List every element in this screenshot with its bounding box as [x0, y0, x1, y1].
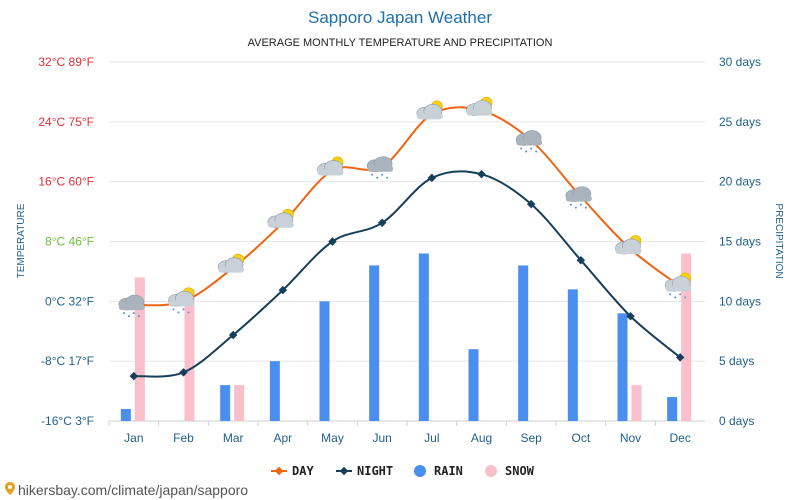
cloudy-rain-icon — [565, 186, 592, 209]
partly-cloudy-icon — [317, 156, 344, 176]
night-point — [427, 173, 437, 183]
night-point — [576, 255, 586, 265]
line-diamond-icon — [271, 466, 287, 476]
rain-bar — [319, 301, 330, 421]
night-point — [675, 353, 685, 362]
precipitation-bars — [120, 253, 692, 421]
night-point — [278, 285, 288, 295]
snow-bar — [184, 289, 195, 421]
left-axis-title: TEMPERATURE — [16, 203, 27, 278]
left-tick-label: 0°C 32°F — [45, 294, 94, 308]
partly-cloudy-icon — [267, 208, 294, 229]
left-tick-label: -8°C 17°F — [41, 354, 94, 368]
left-tick-label: -16°C 3°F — [41, 414, 94, 428]
night-point — [129, 371, 139, 381]
location-pin-icon — [5, 482, 15, 495]
night-point — [377, 218, 387, 228]
partly-cloudy-icon — [416, 100, 443, 120]
partly-cloudy-icon — [217, 253, 245, 273]
legend-item-rain[interactable]: RAIN — [414, 464, 463, 478]
snow-bar — [681, 253, 692, 421]
right-axis-title: PRECIPITATION — [773, 203, 784, 278]
month-label: Nov — [620, 431, 641, 445]
legend-label: DAY — [292, 464, 314, 478]
legend-label: SNOW — [505, 464, 535, 478]
night-point — [328, 237, 337, 246]
rain-bar — [468, 349, 479, 421]
right-tick-label: 5 days — [719, 354, 754, 368]
month-label: May — [321, 431, 344, 445]
chart-title: Sapporo Japan Weather — [308, 8, 492, 27]
rain-bar — [418, 253, 429, 421]
cloudy-rain-icon — [366, 156, 394, 179]
snow-bar — [134, 277, 145, 421]
chart-subtitle: AVERAGE MONTHLY TEMPERATURE AND PRECIPIT… — [248, 37, 553, 49]
partly-cloudy-icon — [466, 96, 493, 116]
snow-bar — [234, 385, 245, 421]
circle-icon — [414, 465, 426, 477]
rain-bar — [518, 265, 529, 421]
rain-bar — [567, 289, 578, 421]
rain-bar — [269, 361, 280, 421]
legend-item-day[interactable]: DAY — [271, 464, 314, 478]
left-tick-label: 32°C 89°F — [38, 55, 94, 69]
right-tick-label: 15 days — [719, 235, 761, 249]
night-point — [626, 312, 635, 321]
right-tick-label: 30 days — [719, 55, 761, 69]
month-label: Sep — [520, 431, 542, 445]
month-label: Aug — [471, 431, 492, 445]
right-tick-label: 10 days — [719, 294, 761, 308]
snow-bar — [631, 385, 642, 421]
day-temperature-line — [133, 106, 681, 307]
source-text[interactable]: hikersbay.com/climate/japan/sapporo — [18, 482, 248, 498]
month-label: Jun — [372, 431, 391, 445]
legend-label: NIGHT — [357, 464, 393, 478]
right-tick-label: 0 days — [719, 414, 754, 428]
line-diamond-icon — [336, 466, 352, 476]
month-label: Dec — [669, 431, 690, 445]
rain-bar — [617, 313, 628, 421]
month-label: Mar — [223, 431, 244, 445]
rain-bar — [220, 385, 231, 421]
weather-icons — [118, 96, 692, 318]
night-point — [228, 330, 238, 340]
right-axis-ticks: 0 days 5 days 10 days 15 days 20 days 25 days… — [719, 55, 761, 428]
cloudy-snow-icon — [118, 294, 145, 318]
rain-bar — [667, 397, 678, 421]
night-temperature-line — [133, 170, 681, 378]
right-tick-label: 20 days — [719, 175, 761, 189]
circle-icon — [485, 465, 497, 477]
partly-cloudy-icon — [615, 235, 642, 255]
source-link[interactable]: hikersbay.com/climate/japan/sapporo — [5, 482, 248, 498]
rain-bar — [120, 409, 131, 421]
month-labels: Jan Feb Mar Apr May Jun Jul Aug Sep Oct Nov Dec — [108, 421, 691, 445]
partly-cloudy-snow-icon — [168, 287, 195, 314]
legend-item-snow[interactable]: SNOW — [485, 464, 535, 478]
partly-cloudy-snow-icon — [664, 272, 692, 299]
month-label: Jul — [424, 431, 439, 445]
night-point — [179, 368, 188, 377]
legend: DAY NIGHT RAIN SNOW — [271, 464, 535, 478]
right-tick-label: 25 days — [719, 115, 761, 129]
night-point — [477, 169, 486, 179]
legend-item-night[interactable]: NIGHT — [336, 464, 393, 478]
month-label: Oct — [571, 431, 590, 445]
gridlines — [109, 61, 705, 422]
month-label: Feb — [173, 431, 194, 445]
left-tick-label: 24°C 75°F — [38, 115, 94, 129]
month-label: Jan — [124, 431, 143, 445]
left-axis-ticks: -16°C 3°F -8°C 17°F 0°C 32°F 8°C 46°F 16°C 6… — [38, 55, 94, 428]
month-label: Apr — [273, 431, 292, 445]
temperature-lines — [129, 106, 685, 381]
rain-bar — [369, 265, 380, 421]
left-tick-label: 8°C 46°F — [45, 235, 94, 249]
left-tick-label: 16°C 60°F — [38, 175, 94, 189]
legend-label: RAIN — [434, 464, 463, 478]
cloudy-rain-icon — [515, 130, 543, 153]
